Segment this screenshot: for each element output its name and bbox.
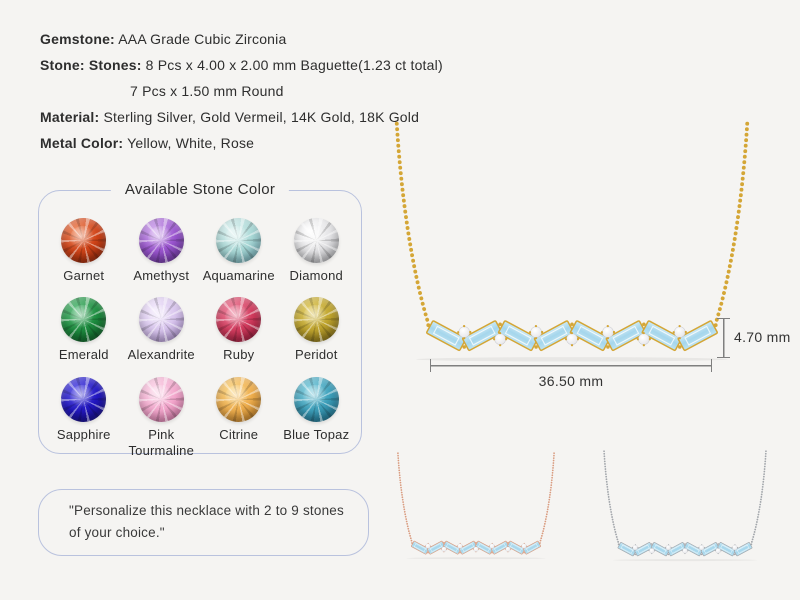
gem-image [138, 297, 184, 343]
stone-grid: Garnet Amethyst Aquamarine Diamond Emera… [39, 191, 361, 467]
stone-color-panel: Available Stone Color Garnet Amethyst Aq… [38, 181, 362, 458]
spec-label: Material: [40, 109, 100, 125]
main-product-image [388, 121, 756, 384]
stone-option: Sapphire [45, 376, 123, 460]
spec-gemstone: Gemstone: AAA Grade Cubic Zirconia [40, 26, 443, 52]
stone-option: Blue Topaz [278, 376, 356, 460]
spec-label: Metal Color: [40, 135, 124, 151]
stone-name: Amethyst [133, 268, 190, 283]
stone-name: Aquamarine [202, 268, 275, 283]
gem-image [216, 218, 262, 263]
product-specs: Gemstone: AAA Grade Cubic Zirconia Stone… [40, 26, 443, 156]
stone-name: Ruby [223, 347, 255, 363]
gem-image [293, 218, 339, 263]
gem-image [216, 376, 262, 422]
stone-name: Pink Tourmaline [128, 426, 195, 458]
stone-option: Alexandrite [123, 297, 201, 363]
gem-image [61, 297, 107, 343]
spec-value: 7 Pcs x 1.50 mm Round [130, 83, 284, 99]
stone-name: Diamond [289, 268, 343, 283]
stone-panel-title: Available Stone Color [110, 181, 290, 198]
white-gold-variant-image [600, 450, 770, 571]
stone-option: Emerald [45, 297, 123, 363]
spec-stone-round: 7 Pcs x 1.50 mm Round [40, 78, 443, 104]
spec-material: Material: Sterling Silver, Gold Vermeil,… [40, 104, 443, 130]
stone-option: Amethyst [123, 218, 201, 284]
stone-name: Citrine [219, 426, 259, 442]
stone-option: Pink Tourmaline [123, 376, 201, 460]
width-dimension-line [430, 359, 712, 372]
gem-image [293, 297, 339, 343]
spec-stone: Stone: Stones: 8 Pcs x 4.00 x 2.00 mm Ba… [40, 52, 443, 78]
spec-value: Yellow, White, Rose [123, 135, 255, 151]
gem-image [61, 376, 107, 422]
gem-image [138, 376, 184, 422]
spec-label: Stone: Stones: [40, 57, 142, 73]
stone-name: Garnet [63, 268, 105, 283]
spec-metal-color: Metal Color: Yellow, White, Rose [40, 130, 443, 156]
rose-gold-variant-image [394, 452, 558, 569]
spec-value: AAA Grade Cubic Zirconia [114, 31, 287, 47]
spec-value: 8 Pcs x 4.00 x 2.00 mm Baguette(1.23 ct … [141, 57, 443, 73]
spec-value: Sterling Silver, Gold Vermeil, 14K Gold,… [99, 109, 420, 125]
stone-option: Garnet [45, 218, 123, 284]
stone-name: Sapphire [56, 426, 111, 442]
height-dimension-label: 4.70 mm [734, 329, 791, 345]
stone-name: Emerald [58, 347, 109, 363]
stone-option: Diamond [278, 218, 356, 284]
gem-image [216, 297, 262, 343]
spec-label: Gemstone: [40, 31, 115, 47]
stone-option: Peridot [278, 297, 356, 363]
stone-name: Blue Topaz [283, 426, 350, 442]
stone-option: Citrine [200, 376, 278, 460]
personalization-text: "Personalize this necklace with 2 to 9 s… [69, 503, 344, 541]
gem-image [138, 218, 184, 263]
stone-option: Ruby [200, 297, 278, 363]
gem-image [61, 218, 107, 263]
stone-name: Alexandrite [127, 347, 195, 363]
height-dimension-line [717, 318, 730, 358]
stone-option: Aquamarine [200, 218, 278, 284]
personalization-note: "Personalize this necklace with 2 to 9 s… [38, 489, 369, 556]
width-dimension-label: 36.50 mm [538, 373, 604, 389]
gem-image [293, 376, 339, 422]
stone-name: Peridot [294, 347, 338, 363]
